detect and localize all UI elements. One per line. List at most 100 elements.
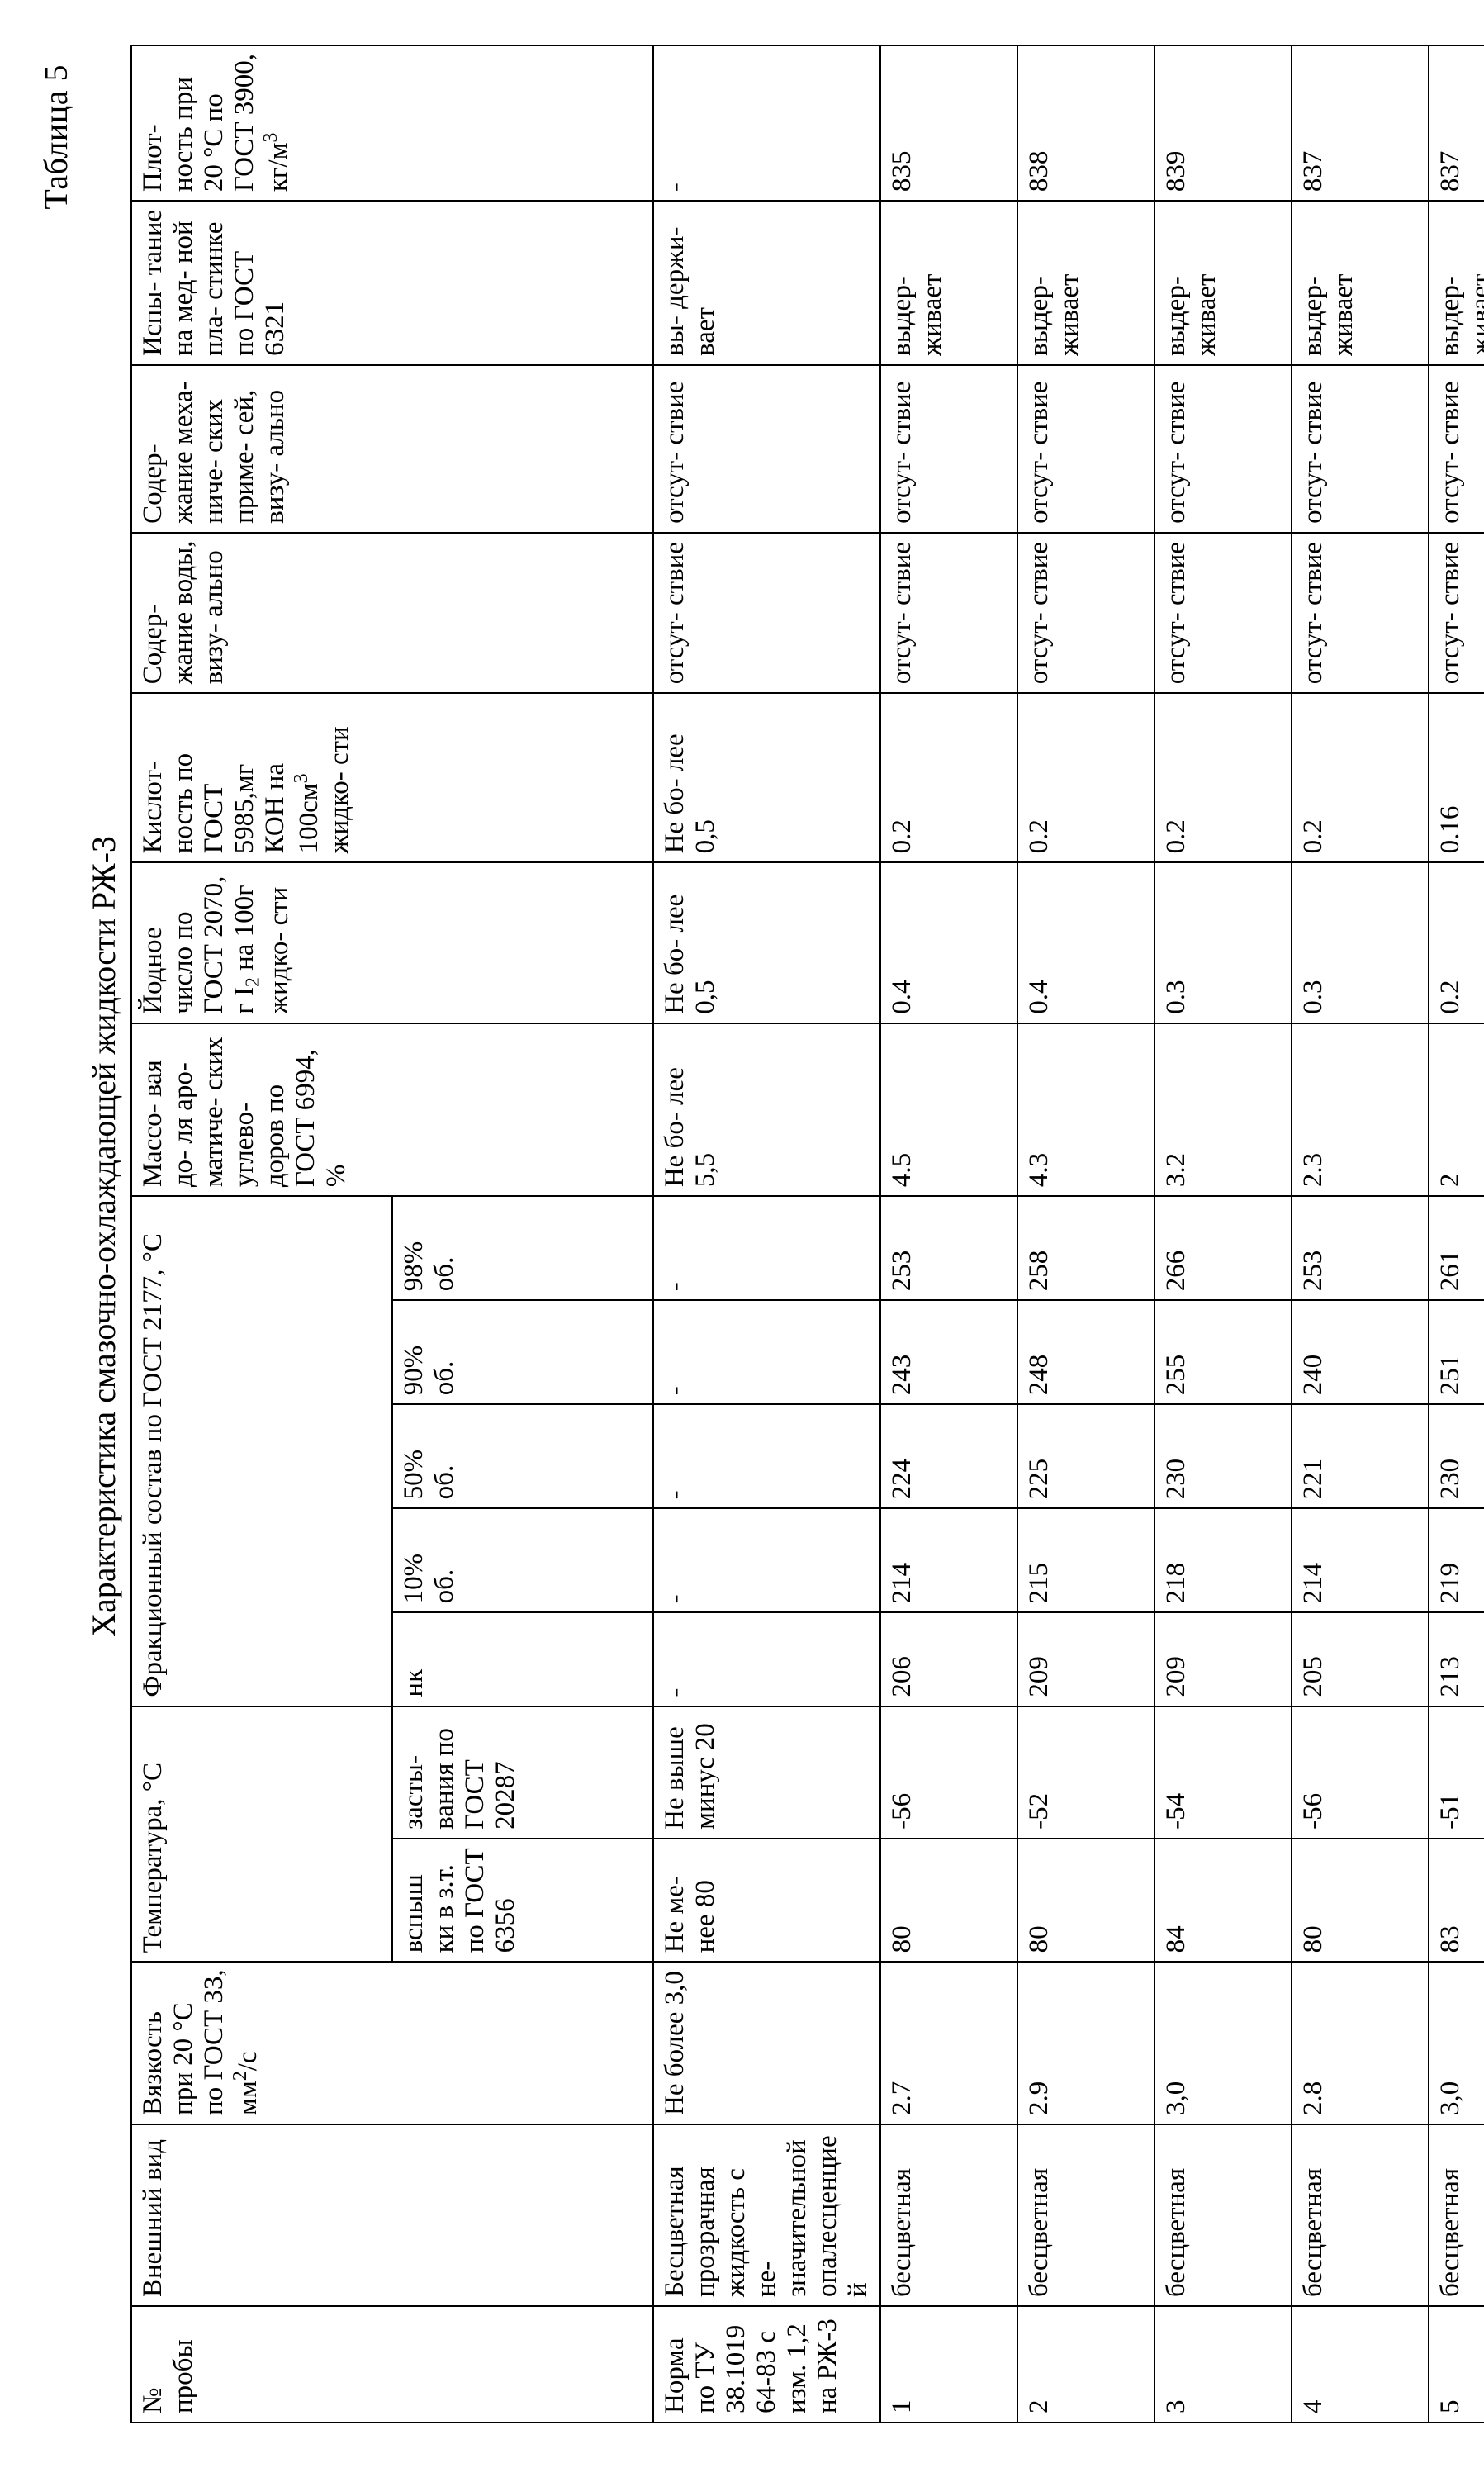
- cell-pct10: 214: [879, 1508, 1017, 1613]
- cell-flash-point: 84: [1154, 1838, 1292, 1963]
- table-caption: Характеристика смазочно-охлаждающей жидк…: [85, 836, 122, 1637]
- cell-density: 837: [1428, 45, 1484, 202]
- header-viscosity-text: Вязкость: [138, 2010, 168, 2115]
- cell-pct90: 251: [1428, 1300, 1484, 1405]
- table-head: № пробы Внешний вид Вязкость при 20 °С п…: [131, 45, 653, 2423]
- norm-pct10: -: [653, 1508, 880, 1613]
- header-pct50: 50% об.: [392, 1404, 653, 1509]
- header-water-content: Содер- жание воды, визу- ально: [131, 532, 653, 694]
- header-iodine-subscript: 2: [242, 977, 264, 987]
- header-acidity-pre: Кислот- ность по ГОСТ 5985,мг КОН на 100…: [138, 752, 324, 854]
- cell-nk: 205: [1291, 1612, 1429, 1706]
- norm-viscosity: Не более 3,0: [653, 1962, 880, 2124]
- cell-flash-point: 80: [1017, 1838, 1154, 1963]
- cell-pct90: 240: [1291, 1300, 1429, 1405]
- cell-acidity: 0.16: [1428, 693, 1484, 863]
- table-row: 2 бесцветная 2.9 80 -52 209 215 225 248 …: [1017, 45, 1154, 2423]
- cell-copper-plate: выдер- живает: [1291, 201, 1429, 365]
- header-mechanical-impurities: Содер- жание меха-ниче- ских приме- сей,…: [131, 364, 653, 533]
- cell-aromatics: 4.3: [1017, 1023, 1154, 1197]
- cell-water: отсут- ствие: [1017, 532, 1154, 694]
- cell-pct90: 243: [879, 1300, 1017, 1405]
- cell-density: 835: [879, 45, 1017, 202]
- norm-acidity: Не бо- лее 0,5: [653, 693, 880, 863]
- cell-pour-point: -54: [1154, 1706, 1292, 1839]
- header-density-pre: Плот- ность при 20 °С по ГОСТ 3900, кг/м: [138, 54, 293, 192]
- cell-appearance: бесцветная: [1154, 2124, 1292, 2306]
- norm-pct98: -: [653, 1196, 880, 1301]
- cell-iodine: 0.3: [1291, 862, 1429, 1023]
- cell-pct10: 219: [1428, 1508, 1484, 1613]
- cell-pct50: 230: [1428, 1404, 1484, 1509]
- cell-aromatics: 2.3: [1291, 1023, 1429, 1197]
- norm-flash-point: Не ме- нее 80: [653, 1838, 880, 1963]
- norm-copper-plate: вы- держи- вает: [653, 201, 880, 365]
- header-viscosity-text-3: по ГОСТ: [198, 2010, 229, 2115]
- header-viscosity-exponent: 2: [229, 2071, 251, 2081]
- norm-pct50: -: [653, 1404, 880, 1509]
- cell-pct50: 224: [879, 1404, 1017, 1509]
- header-viscosity-text-2: при 20 °С: [168, 2002, 198, 2115]
- norm-iodine: Не бо- лее 0,5: [653, 862, 880, 1023]
- cell-acidity: 0.2: [879, 693, 1017, 863]
- cell-pct90: 255: [1154, 1300, 1292, 1405]
- header-nk: нк: [392, 1612, 653, 1706]
- cell-viscosity: 2.8: [1291, 1962, 1429, 2124]
- cell-pct98: 253: [879, 1196, 1017, 1301]
- cell-pct10: 218: [1154, 1508, 1292, 1613]
- header-appearance: Внешний вид: [131, 2124, 653, 2306]
- header-aromatics: Массо- вая до- ля аро- матиче- ских угле…: [131, 1023, 653, 1197]
- cell-flash-point: 80: [879, 1838, 1017, 1963]
- header-row-top: № пробы Внешний вид Вязкость при 20 °С п…: [131, 45, 653, 2423]
- cell-aromatics: 3.2: [1154, 1023, 1292, 1197]
- cell-nk: 209: [1154, 1612, 1292, 1706]
- characteristics-table: № пробы Внешний вид Вязкость при 20 °С п…: [130, 45, 1484, 2423]
- cell-iodine: 0.4: [1017, 862, 1154, 1023]
- cell-water: отсут- ствие: [1154, 532, 1292, 694]
- header-acidity-exponent: 3: [290, 773, 312, 784]
- title-bar: Таблица 5 Характеристика смазочно-охлажд…: [33, 43, 126, 2430]
- cell-acidity: 0.2: [1291, 693, 1429, 863]
- cell-copper-plate: выдер- живает: [1154, 201, 1292, 365]
- cell-copper-plate: выдер- живает: [1428, 201, 1484, 365]
- norm-mechanical: отсут- ствие: [653, 364, 880, 533]
- cell-pct50: 225: [1017, 1404, 1154, 1509]
- cell-pct98: 253: [1291, 1196, 1429, 1301]
- table-row: 1 бесцветная 2.7 80 -56 206 214 224 243 …: [879, 45, 1017, 2423]
- cell-appearance: бесцветная: [1017, 2124, 1154, 2306]
- table-body: Норма по ТУ 38.101964-83 с изм. 1,2 на Р…: [653, 45, 1484, 2423]
- cell-water: отсут- ствие: [879, 532, 1017, 694]
- cell-mechanical: отсут- ствие: [879, 364, 1017, 533]
- norm-pct90: -: [653, 1300, 880, 1405]
- cell-pct98: 266: [1154, 1196, 1292, 1301]
- cell-mechanical: отсут- ствие: [1017, 364, 1154, 533]
- table-row: 3 бесцветная 3,0 84 -54 209 218 230 255 …: [1154, 45, 1292, 2423]
- cell-water: отсут- ствие: [1291, 532, 1429, 694]
- cell-copper-plate: выдер- живает: [1017, 201, 1154, 365]
- cell-acidity: 0.2: [1017, 693, 1154, 863]
- header-pct90: 90% об.: [392, 1300, 653, 1405]
- norm-row: Норма по ТУ 38.101964-83 с изм. 1,2 на Р…: [653, 45, 880, 2423]
- norm-appearance: Бесцветная прозрачная жидкость с не- зна…: [653, 2124, 880, 2306]
- table-row: 5 бесцветная 3,0 83 -51 213 219 230 251 …: [1428, 45, 1484, 2423]
- norm-pour-point: Не выше минус 20: [653, 1706, 880, 1839]
- cell-sample-no: 1: [879, 2306, 1017, 2423]
- cell-appearance: бесцветная: [879, 2124, 1017, 2306]
- norm-sample-no: Норма по ТУ 38.101964-83 с изм. 1,2 на Р…: [653, 2306, 880, 2423]
- cell-acidity: 0.2: [1154, 693, 1292, 863]
- header-acidity: Кислот- ность по ГОСТ 5985,мг КОН на 100…: [131, 693, 653, 863]
- cell-pct50: 230: [1154, 1404, 1292, 1509]
- cell-pct98: 258: [1017, 1196, 1154, 1301]
- header-temperature-group: Температура, °С: [131, 1706, 392, 1963]
- cell-nk: 213: [1428, 1612, 1484, 1706]
- cell-flash-point: 80: [1291, 1838, 1429, 1963]
- cell-aromatics: 2: [1428, 1023, 1484, 1197]
- cell-density: 839: [1154, 45, 1292, 202]
- cell-mechanical: отсут- ствие: [1291, 364, 1429, 533]
- cell-iodine: 0.4: [879, 862, 1017, 1023]
- cell-density: 837: [1291, 45, 1429, 202]
- table-label: Таблица 5: [37, 64, 74, 210]
- header-fractional-group: Фракционный состав по ГОСТ 2177, °С: [131, 1196, 392, 1706]
- cell-viscosity: 2.7: [879, 1962, 1017, 2124]
- cell-mechanical: отсут- ствие: [1428, 364, 1484, 533]
